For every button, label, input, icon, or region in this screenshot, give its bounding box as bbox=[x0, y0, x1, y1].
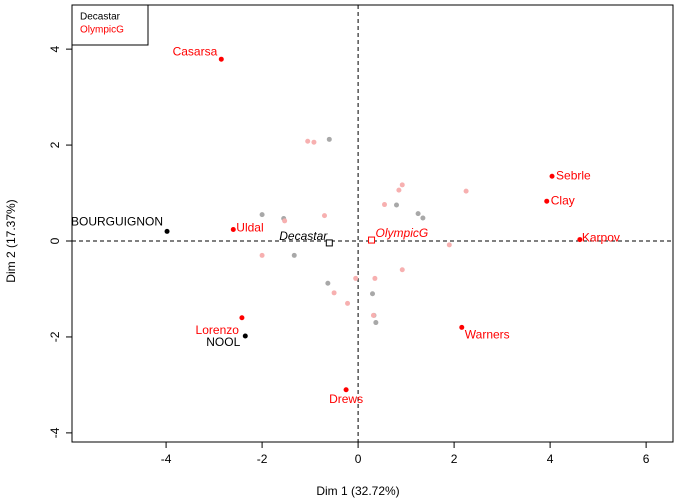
point-label: Lorenzo bbox=[196, 323, 240, 337]
point bbox=[370, 291, 375, 297]
point bbox=[373, 320, 379, 326]
x-tick-label: -4 bbox=[161, 452, 172, 466]
center-label: OlympicG bbox=[376, 226, 429, 240]
point bbox=[459, 324, 465, 330]
point-label: Uldal bbox=[236, 221, 263, 235]
x-tick-label: 0 bbox=[355, 452, 362, 466]
point bbox=[382, 202, 388, 208]
point bbox=[282, 218, 288, 224]
point bbox=[577, 237, 583, 243]
point bbox=[164, 228, 170, 234]
y-tick-label: 2 bbox=[48, 141, 62, 148]
center-point bbox=[325, 239, 333, 247]
x-tick-label: 4 bbox=[547, 452, 554, 466]
legend-label: Decastar bbox=[80, 12, 121, 23]
point bbox=[259, 212, 265, 218]
point bbox=[544, 198, 550, 204]
point bbox=[311, 139, 317, 145]
point bbox=[399, 267, 405, 273]
point bbox=[370, 312, 376, 318]
x-axis-label: Dim 1 (32.72%) bbox=[316, 484, 399, 498]
y-axis-label: Dim 2 (17.37%) bbox=[4, 199, 18, 282]
point bbox=[305, 138, 311, 144]
center-label: Decastar bbox=[279, 229, 328, 243]
point bbox=[239, 315, 245, 321]
y-tick-label: 0 bbox=[48, 237, 62, 244]
legend-box bbox=[71, 4, 149, 46]
point-label: Warners bbox=[465, 328, 510, 342]
y-tick-label: 4 bbox=[48, 45, 62, 52]
y-tick-label: -2 bbox=[48, 331, 62, 342]
point bbox=[259, 252, 265, 258]
point bbox=[242, 333, 248, 339]
x-tick-label: -2 bbox=[257, 452, 268, 466]
point bbox=[343, 387, 349, 393]
point bbox=[345, 300, 351, 306]
point bbox=[399, 182, 405, 188]
point bbox=[291, 252, 297, 258]
x-tick-label: 6 bbox=[643, 452, 650, 466]
center-point bbox=[368, 236, 376, 244]
point bbox=[396, 187, 402, 193]
point bbox=[325, 280, 331, 286]
point-label: Clay bbox=[551, 193, 575, 207]
y-tick-label: -4 bbox=[48, 427, 62, 438]
point bbox=[353, 275, 359, 281]
point bbox=[394, 202, 400, 208]
point bbox=[218, 56, 224, 62]
point bbox=[420, 215, 426, 221]
point bbox=[372, 275, 378, 281]
point bbox=[321, 213, 327, 219]
point-label: NOOL bbox=[206, 335, 240, 349]
point bbox=[549, 173, 555, 179]
legend-label: OlympicG bbox=[80, 25, 124, 36]
point bbox=[415, 211, 421, 217]
point bbox=[326, 136, 332, 142]
point bbox=[230, 226, 236, 232]
point bbox=[446, 242, 452, 248]
point-label: Sebrle bbox=[556, 168, 591, 182]
point-label: Casarsa bbox=[173, 44, 218, 58]
point-label: Karpov bbox=[582, 231, 620, 245]
point bbox=[463, 188, 469, 194]
point-label: Drews bbox=[329, 392, 363, 406]
point-label: BOURGUIGNON bbox=[71, 215, 163, 229]
point bbox=[331, 290, 337, 296]
x-tick-label: 2 bbox=[451, 452, 458, 466]
